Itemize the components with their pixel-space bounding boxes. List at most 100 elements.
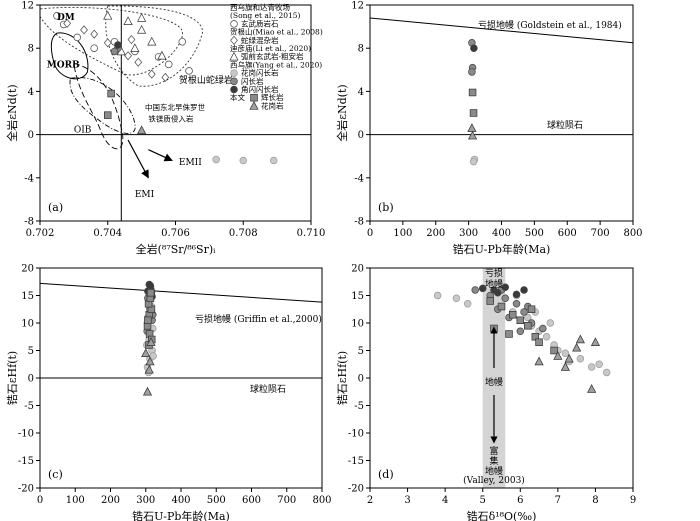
x-axis-label: 锆石U-Pb年龄(Ma) (132, 509, 230, 521)
depleted-mantle-label: 亏损地幔 (Goldstein et al., 1984) (478, 19, 622, 31)
data-point (520, 308, 528, 316)
hegenshan-label: 贺根山蛇绿岩 (179, 74, 233, 86)
data-point (470, 44, 478, 52)
oib-label: OIB (74, 125, 92, 135)
chondrite-label: 球粒陨石 (250, 383, 286, 395)
x-tick-label: 2 (367, 495, 373, 506)
band-bottom-label-2: 集 (489, 455, 498, 467)
data-point (553, 351, 563, 360)
data-point (509, 311, 517, 319)
data-point (539, 324, 547, 333)
data-point (142, 386, 153, 396)
data-point (137, 13, 147, 22)
depleted-mantle-line (40, 282, 322, 303)
x-tick-label: 100 (393, 228, 412, 239)
x-tick-label: 400 (171, 495, 190, 506)
chondrite-label: 球粒陨石 (547, 119, 583, 131)
data-point (229, 51, 239, 61)
legend-entry: 闪长岩 (241, 76, 264, 86)
data-point (516, 327, 525, 336)
data-point (144, 316, 152, 325)
data-point (269, 156, 278, 165)
data-point (469, 109, 478, 117)
data-point (130, 43, 140, 52)
data-point (90, 44, 98, 52)
data-point (486, 297, 494, 305)
data-point (137, 24, 147, 34)
data-point (123, 16, 133, 25)
data-point (164, 60, 173, 69)
data-point (564, 353, 574, 363)
data-point (531, 333, 540, 341)
data-point (161, 72, 170, 82)
data-point (501, 294, 510, 303)
data-point (478, 284, 487, 293)
x-tick-label: 500 (525, 228, 544, 239)
x-tick-label: 3 (404, 495, 410, 506)
legend-entry: 本文 (230, 92, 245, 102)
data-point (127, 35, 136, 45)
x-tick-label: 6 (517, 495, 523, 506)
y-tick-label: -8 (24, 217, 34, 228)
x-tick-label: 7 (555, 495, 561, 506)
y-tick-label: -5 (354, 401, 364, 412)
legend-entry: 迪彦庙(Li et al., 2020) (230, 43, 311, 53)
data-point (535, 338, 543, 347)
x-tick-label: 0.702 (26, 228, 55, 239)
data-point (595, 360, 603, 369)
x-tick-label: 800 (623, 228, 642, 239)
y-tick-label: 4 (28, 87, 34, 98)
data-point (146, 337, 156, 346)
x-tick-label: 600 (558, 228, 577, 239)
data-point (145, 356, 155, 366)
data-point (230, 69, 238, 77)
x-tick-label: 0.710 (297, 228, 326, 239)
data-point (178, 37, 187, 46)
y-tick-label: 8 (358, 44, 364, 55)
band-source-label: (Valley, 2003) (463, 475, 525, 486)
data-point (212, 155, 220, 164)
legend-entry: 花岗岩 (261, 100, 284, 110)
field-oib (73, 62, 124, 150)
data-point (497, 302, 506, 311)
x-tick-label: 300 (136, 495, 155, 506)
data-point (230, 85, 238, 94)
data-point (147, 36, 157, 46)
plot-area (370, 17, 633, 166)
x-axis-label: 锆石δ¹⁸O(‰) (467, 510, 537, 521)
x-tick-label: 200 (426, 228, 445, 239)
data-point (542, 333, 551, 341)
panel-label: (b) (378, 201, 394, 214)
data-point (546, 319, 555, 327)
x-tick-label: 4 (442, 495, 448, 506)
chart-panel-1: 0.702 0.704 0.706 0.708 0.710 -8 -4 0 4 8 12 (a) 全岩(… (5, 1, 325, 257)
y-tick-label: -20 (18, 484, 34, 495)
data-point (471, 286, 479, 294)
y-tick-label: 10 (21, 319, 34, 330)
data-point (134, 57, 143, 67)
legend-entry: 西乌旗(Yang et al., 2020) (230, 59, 322, 69)
emii-label: EMII (179, 158, 202, 168)
data-point (512, 290, 521, 299)
y-tick-label: -15 (348, 456, 364, 467)
plot-area (40, 280, 322, 396)
data-point (157, 50, 167, 60)
data-point (468, 68, 476, 76)
data-point (103, 38, 112, 48)
panel-label: (a) (48, 201, 63, 214)
chart-panel-4: 2 3 4 5 6 7 8 9 -20 -15 -10 -5 0 5 10 15 20 (d) 锆石δ¹⁸O(‰) 锆… (336, 264, 636, 521)
y-tick-label: -15 (18, 456, 34, 467)
x-axis-label: 锆石U-Pb年龄(Ma) (453, 242, 551, 256)
data-point (103, 10, 113, 20)
data-point (561, 349, 570, 358)
data-point (141, 348, 151, 357)
band-bottom-label-3: 地幔 (485, 465, 503, 477)
y-tick-label: 0 (28, 130, 34, 141)
data-point (147, 69, 156, 79)
data-point (249, 100, 259, 110)
data-point (524, 313, 532, 322)
band-mid-label: 地幔 (485, 376, 503, 388)
